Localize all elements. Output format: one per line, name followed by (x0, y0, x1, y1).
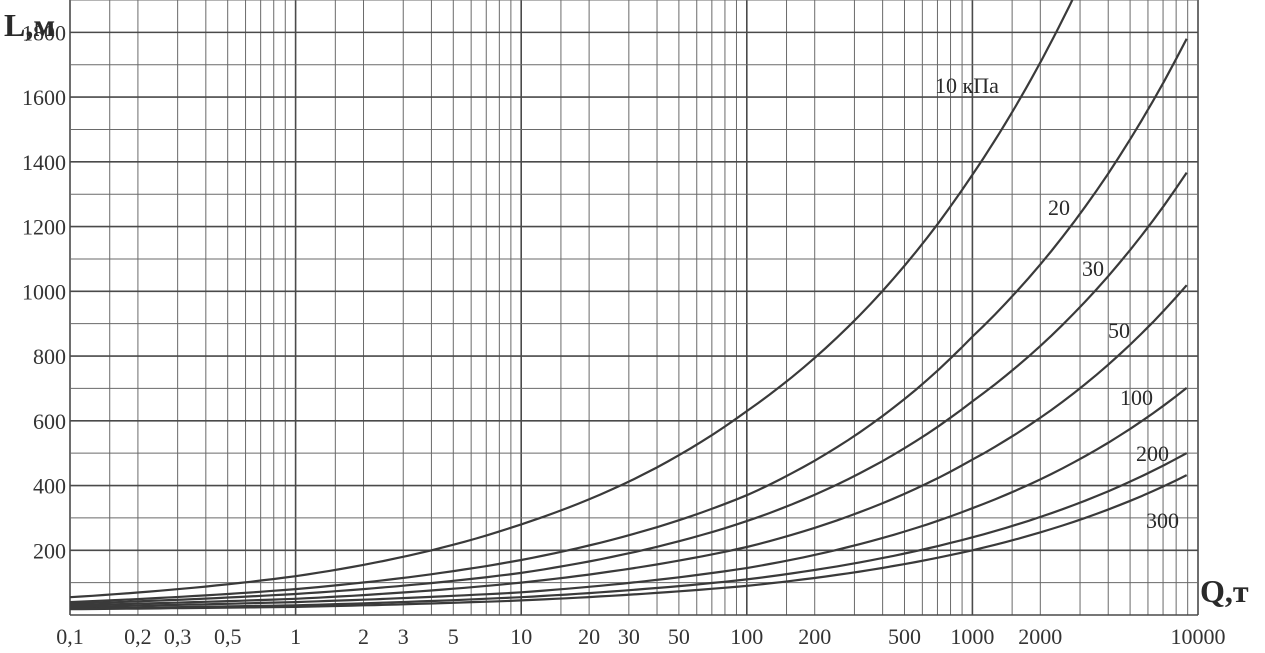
x-tick-label: 0,2 (124, 624, 152, 649)
y-tick-label: 800 (33, 344, 66, 369)
y-tick-label: 1800 (22, 20, 66, 45)
x-tick-label: 3 (398, 624, 409, 649)
curve-200 (69, 452, 1188, 610)
x-tick-label: 30 (618, 624, 640, 649)
x-tick-label: 20 (578, 624, 600, 649)
y-tick-label: 1200 (22, 215, 66, 240)
y-axis-title: L,м (4, 7, 55, 43)
curve-10-кПа (69, 0, 1074, 599)
x-tick-label: 2 (358, 624, 369, 649)
y-tick-label: 1000 (22, 279, 66, 304)
x-tick-label: 1000 (950, 624, 994, 649)
y-tick-label: 600 (33, 409, 66, 434)
curve-100 (69, 387, 1188, 608)
x-tick-label: 1 (290, 624, 301, 649)
grid (69, 0, 1199, 616)
y-tick-label: 200 (33, 538, 66, 563)
curve-label: 50 (1108, 318, 1130, 343)
curve-label: 10 кПа (935, 73, 999, 98)
x-tick-label: 10000 (1171, 624, 1226, 649)
x-tick-label: 50 (668, 624, 690, 649)
curve-label: 100 (1120, 385, 1153, 410)
curve-30 (69, 171, 1188, 605)
curve-labels: 10 кПа 20 30 50 100 200 300 (935, 73, 1179, 533)
x-tick-label: 500 (888, 624, 921, 649)
x-axis-title: Q,т (1200, 573, 1249, 609)
curve-label: 20 (1048, 195, 1070, 220)
x-tick-label: 200 (798, 624, 831, 649)
curve-50 (69, 284, 1188, 607)
x-tick-label: 100 (730, 624, 763, 649)
y-tick-label: 1600 (22, 85, 66, 110)
curve-label: 30 (1082, 256, 1104, 281)
x-tick-label: 0,3 (164, 624, 192, 649)
curve-label: 200 (1136, 441, 1169, 466)
x-tick-label: 2000 (1018, 624, 1062, 649)
y-tick-label: 400 (33, 474, 66, 499)
y-tick-label: 1400 (22, 150, 66, 175)
x-tick-label: 10 (510, 624, 532, 649)
x-tick-label: 0,5 (214, 624, 242, 649)
curves (69, 0, 1188, 611)
x-tick-label: 0,1 (56, 624, 84, 649)
y-tick-labels: 200 400 600 800 1000 1200 1400 1600 1800 (22, 20, 66, 563)
curve-300 (69, 474, 1188, 611)
curve-20 (69, 38, 1188, 604)
x-tick-labels: 0,1 0,2 0,3 0,5 1 2 3 5 10 20 30 50 100 200 500 1000 200… (56, 624, 1225, 649)
curve-label: 300 (1146, 508, 1179, 533)
x-tick-label: 5 (448, 624, 459, 649)
